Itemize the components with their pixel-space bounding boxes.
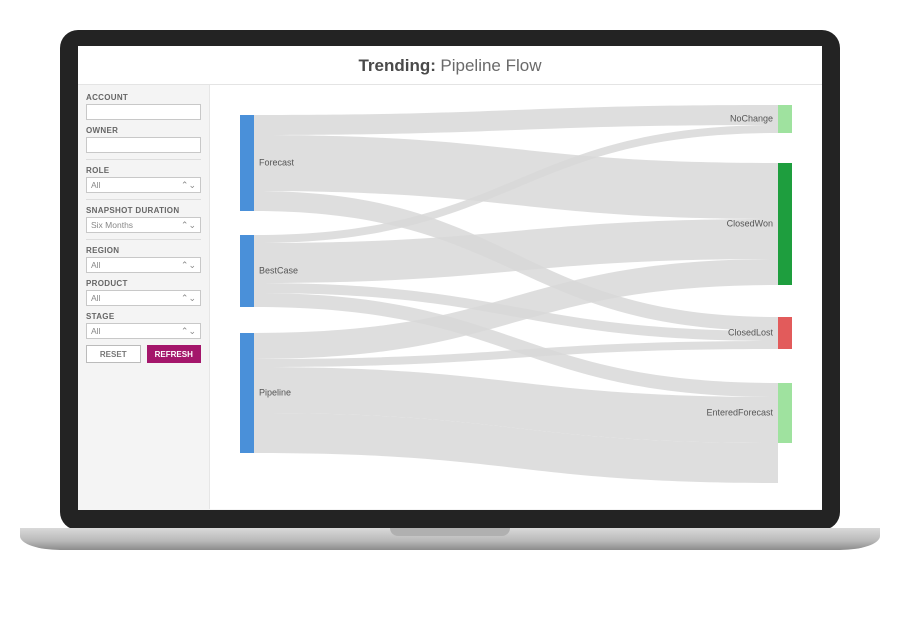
snapshot-value: Six Months — [91, 220, 133, 230]
sankey-svg: Forecast BestCase Pipeline NoChange ClosedWo… — [210, 85, 822, 509]
divider — [86, 239, 201, 240]
divider — [86, 199, 201, 200]
chevron-updown-icon: ⌃⌄ — [181, 294, 196, 303]
stage-label: STAGE — [86, 312, 201, 321]
header-title-bold: Trending: — [358, 56, 435, 75]
sankey-label-nochange: NoChange — [730, 113, 773, 123]
region-label: REGION — [86, 246, 201, 255]
product-label: PRODUCT — [86, 279, 201, 288]
account-input[interactable] — [86, 104, 201, 120]
snapshot-label: SNAPSHOT DURATION — [86, 206, 201, 215]
chevron-updown-icon: ⌃⌄ — [181, 261, 196, 270]
sankey-node-nochange[interactable] — [778, 105, 792, 133]
laptop-frame: Trending: Pipeline Flow ACCOUNT OWNER RO… — [60, 30, 840, 530]
sankey-node-pipeline[interactable] — [240, 333, 254, 453]
divider — [86, 159, 201, 160]
sankey-node-forecast[interactable] — [240, 115, 254, 211]
sankey-label-closedwon: ClosedWon — [727, 218, 773, 228]
sankey-node-closedwon[interactable] — [778, 163, 792, 285]
header-title-light: Pipeline Flow — [440, 56, 541, 75]
chevron-updown-icon: ⌃⌄ — [181, 181, 196, 190]
region-value: All — [91, 260, 100, 270]
stage-select[interactable]: All ⌃⌄ — [86, 323, 201, 339]
sankey-label-pipeline: Pipeline — [259, 387, 291, 397]
role-value: All — [91, 180, 100, 190]
stage-value: All — [91, 326, 100, 336]
sankey-label-enteredforecast: EnteredForecast — [706, 407, 773, 417]
sankey-node-closedlost[interactable] — [778, 317, 792, 349]
chevron-updown-icon: ⌃⌄ — [181, 327, 196, 336]
sankey-node-enteredforecast[interactable] — [778, 383, 792, 443]
owner-label: OWNER — [86, 126, 201, 135]
sankey-label-closedlost: ClosedLost — [728, 327, 774, 337]
snapshot-select[interactable]: Six Months ⌃⌄ — [86, 217, 201, 233]
owner-input[interactable] — [86, 137, 201, 153]
chevron-updown-icon: ⌃⌄ — [181, 221, 196, 230]
reset-button[interactable]: RESET — [86, 345, 141, 363]
sankey-label-forecast: Forecast — [259, 157, 295, 167]
role-label: ROLE — [86, 166, 201, 175]
region-select[interactable]: All ⌃⌄ — [86, 257, 201, 273]
product-value: All — [91, 293, 100, 303]
role-select[interactable]: All ⌃⌄ — [86, 177, 201, 193]
product-select[interactable]: All ⌃⌄ — [86, 290, 201, 306]
laptop-base — [20, 528, 880, 550]
sankey-chart: Forecast BestCase Pipeline NoChange ClosedWo… — [210, 85, 822, 509]
account-label: ACCOUNT — [86, 93, 201, 102]
sankey-node-bestcase[interactable] — [240, 235, 254, 307]
sankey-label-bestcase: BestCase — [259, 265, 298, 275]
app-window: Trending: Pipeline Flow ACCOUNT OWNER RO… — [78, 46, 822, 510]
filter-sidebar: ACCOUNT OWNER ROLE All ⌃⌄ — [78, 85, 210, 509]
refresh-button[interactable]: REFRESH — [147, 345, 202, 363]
page-header: Trending: Pipeline Flow — [78, 46, 822, 85]
